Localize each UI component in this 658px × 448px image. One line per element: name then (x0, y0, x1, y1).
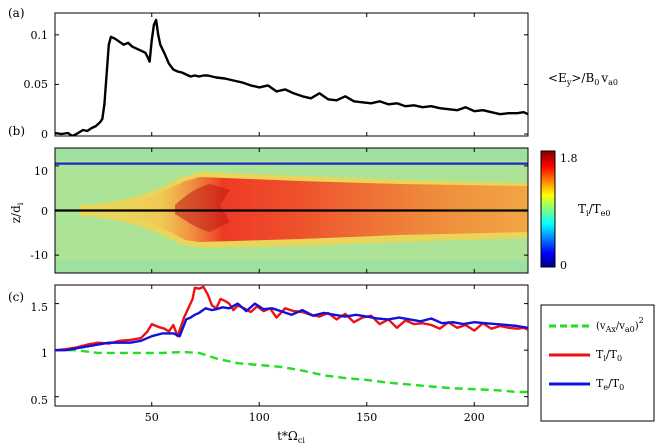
panel-b: 10 0 -10 z/di 1.8 0 Ti/Te0 (9, 147, 610, 274)
x-tick-label: 150 (356, 411, 377, 424)
legend-box (540, 304, 655, 422)
colorbar (540, 150, 556, 268)
panel-b-ytick-0: 10 (34, 165, 48, 178)
series-line-ti-t0 (55, 285, 528, 352)
panel-a-ytick-0: 0 (41, 128, 48, 141)
legend: (vAx/va0)2 Ti/T0 Te/T0 (540, 304, 655, 422)
panel-c-ytick-2: 1.5 (31, 301, 49, 314)
panel-c-frame (54, 284, 529, 407)
x-axis-label: t*Ωci (277, 429, 305, 445)
panel-c-ytick-0: 0.5 (31, 394, 49, 407)
x-tick-label: 100 (249, 411, 270, 424)
panel-a-ytick-2: 0.1 (31, 29, 49, 42)
panel-a-frame (54, 12, 529, 137)
panel-a-y-ticks: 0 0.05 0.1 (24, 29, 49, 141)
series-line--ey-b0-va0 (55, 18, 528, 136)
legend-label-vax: (vAx/va0)2 (596, 316, 644, 334)
colorbar-min: 0 (560, 259, 567, 272)
colorbar-max: 1.8 (560, 152, 578, 165)
series-line--vax-va0-2 (55, 349, 528, 394)
panel-c: 0.5 1 1.5 50 100 150 200 t*Ωci (vAx/va0)2 T… (31, 284, 655, 445)
panel-a-side-label: <Ey>/B0 va0 (548, 71, 618, 87)
panel-a: 0 0.05 0.1 <Ey>/B0 va0 (24, 12, 618, 141)
panel-b-ytick-2: -10 (30, 249, 48, 262)
panel-a-ytick-1: 0.05 (24, 78, 49, 91)
panel-label-a: (a) (8, 6, 25, 20)
series-line-te-t0 (55, 302, 528, 352)
panel-b-ytick-1: 0 (41, 205, 48, 218)
legend-label-te: Te/T0 (596, 377, 624, 392)
panel-b-y-label: z/di (9, 202, 25, 223)
panel-c-ytick-1: 1 (41, 347, 48, 360)
colorbar-label: Ti/Te0 (578, 202, 610, 218)
x-tick-label: 200 (464, 411, 485, 424)
panel-label-b: (b) (8, 124, 25, 138)
x-tick-label: 50 (145, 411, 159, 424)
legend-label-ti: Ti/T0 (596, 348, 622, 363)
panel-label-c: (c) (8, 290, 24, 304)
